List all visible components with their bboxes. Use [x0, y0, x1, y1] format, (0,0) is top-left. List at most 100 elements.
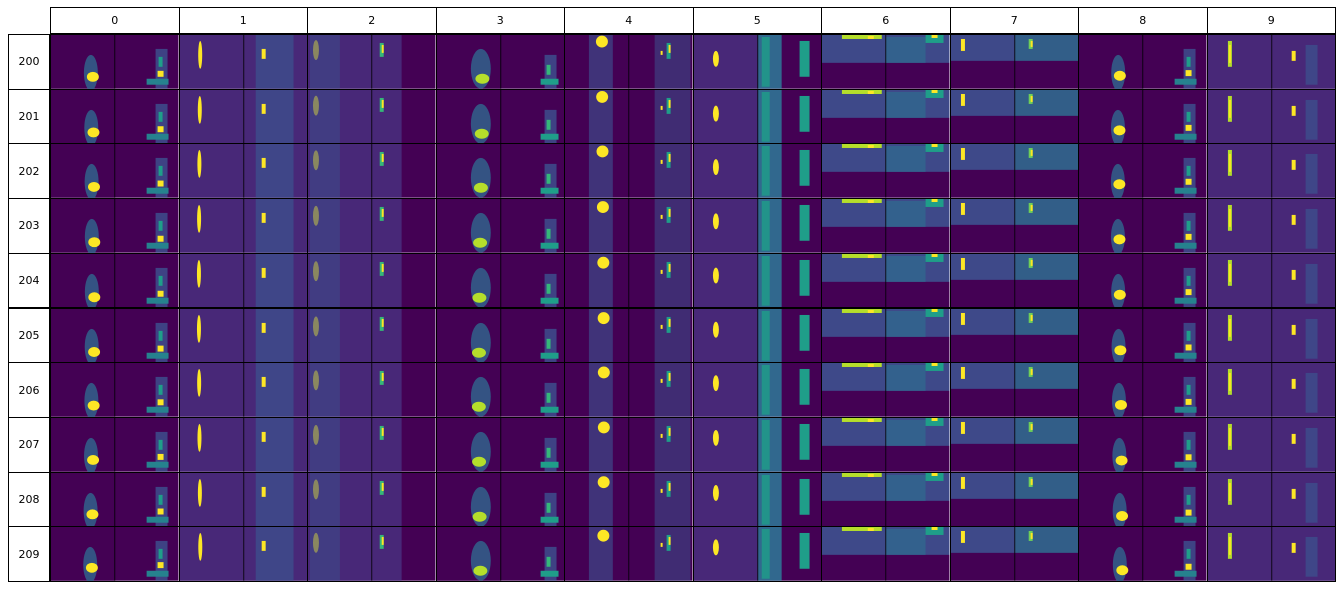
- heatmap-cell-203-5: [692, 198, 822, 254]
- heatmap-cell-203-7: [949, 198, 1079, 254]
- heatmap-blob: [712, 429, 719, 446]
- heatmap-mark: [1270, 253, 1272, 308]
- heatmap-cell-205-2: [307, 307, 437, 364]
- heatmap-mark: [931, 144, 938, 148]
- heatmap-blob: [597, 256, 610, 269]
- heatmap-mark: [1079, 253, 1143, 308]
- column-header-9: 9: [1206, 7, 1336, 34]
- heatmap-mark: [309, 308, 340, 363]
- heatmap-mark: [1142, 472, 1144, 527]
- cell-heatmap: [179, 308, 307, 363]
- cell-heatmap: [51, 35, 179, 89]
- heatmap-mark: [179, 363, 244, 417]
- heatmap-mark: [1305, 99, 1318, 140]
- heatmap-mark: [1183, 213, 1196, 253]
- heatmap-mark: [1013, 527, 1015, 581]
- cell-heatmap: [950, 253, 1078, 308]
- heatmap-cell-204-2: [307, 252, 437, 309]
- heatmap-mark: [925, 472, 944, 481]
- heatmap-mark: [756, 253, 758, 308]
- heatmap-mark: [309, 89, 340, 144]
- heatmap-mark: [146, 78, 169, 85]
- heatmap-mark: [628, 417, 630, 472]
- heatmap-mark: [960, 257, 965, 270]
- cell-heatmap: [1079, 89, 1207, 144]
- row-header-202: 202: [8, 143, 50, 200]
- cell-heatmap: [565, 253, 693, 308]
- heatmap-mark: [693, 308, 758, 363]
- heatmap-mark: [155, 541, 168, 581]
- heatmap-mark: [1185, 179, 1192, 186]
- row-header-209: 209: [8, 526, 50, 582]
- heatmap-blob: [197, 40, 202, 69]
- heatmap-mark: [381, 318, 384, 327]
- cell-heatmap: [693, 308, 821, 363]
- heatmap-mark: [114, 363, 116, 417]
- heatmap-mark: [1142, 527, 1144, 581]
- row-header-203: 203: [8, 198, 50, 254]
- heatmap-mark: [371, 35, 373, 89]
- heatmap-mark: [381, 537, 384, 546]
- heatmap-mark: [1183, 267, 1196, 308]
- cell-heatmap: [950, 144, 1078, 199]
- heatmap-mark: [654, 363, 691, 417]
- heatmap-mark: [1183, 322, 1196, 363]
- heatmap-mark: [1207, 308, 1272, 363]
- heatmap-mark: [381, 154, 384, 163]
- heatmap-mark: [1186, 549, 1191, 560]
- heatmap-mark: [1228, 373, 1231, 392]
- heatmap-mark: [1270, 144, 1272, 199]
- cell-heatmap: [51, 89, 179, 144]
- row-header-206: 206: [8, 362, 50, 418]
- heatmap-cell-209-3: [435, 526, 565, 582]
- cell-heatmap: [179, 417, 307, 472]
- heatmap-mark: [499, 472, 501, 527]
- heatmap-mark: [867, 90, 874, 94]
- cell-heatmap: [51, 363, 179, 417]
- column-header-2: 2: [307, 7, 437, 34]
- heatmap-blob: [471, 347, 486, 358]
- heatmap-mark: [540, 78, 559, 85]
- heatmap-mark: [756, 527, 758, 581]
- heatmap-cell-206-1: [178, 362, 308, 418]
- heatmap-mark: [668, 427, 671, 436]
- cell-heatmap: [179, 253, 307, 308]
- heatmap-cell-200-1: [178, 34, 308, 90]
- heatmap-cell-203-3: [435, 198, 565, 254]
- heatmap-mark: [1013, 144, 1015, 199]
- heatmap-mark: [546, 557, 551, 568]
- heatmap-mark: [1291, 324, 1296, 335]
- heatmap-mark: [146, 352, 169, 359]
- heatmap-mark: [756, 144, 758, 199]
- cell-heatmap: [565, 417, 693, 472]
- heatmap-mark: [628, 308, 630, 363]
- heatmap-mark: [1271, 472, 1335, 527]
- heatmap-blob: [712, 267, 719, 284]
- heatmap-mark: [1142, 199, 1144, 253]
- heatmap-mark: [1174, 78, 1197, 85]
- heatmap-mark: [158, 439, 163, 450]
- heatmap-cell-202-4: [564, 143, 694, 200]
- cell-heatmap: [1207, 472, 1335, 527]
- heatmap-mark: [540, 461, 559, 468]
- cell-heatmap: [436, 527, 564, 581]
- heatmap-mark: [1271, 363, 1335, 417]
- heatmap-mark: [885, 144, 887, 199]
- heatmap-mark: [693, 199, 758, 253]
- row-header-208: 208: [8, 471, 50, 528]
- heatmap-mark: [950, 417, 1015, 444]
- cell-heatmap: [1079, 527, 1207, 581]
- heatmap-cell-205-5: [692, 307, 822, 364]
- heatmap-blob: [85, 563, 98, 574]
- heatmap-mark: [1271, 417, 1335, 472]
- heatmap-mark: [1186, 385, 1191, 396]
- heatmap-mark: [146, 406, 169, 413]
- heatmap-blob: [472, 511, 487, 522]
- cell-heatmap: [179, 35, 307, 89]
- heatmap-cell-206-8: [1078, 362, 1208, 418]
- heatmap-blob: [712, 484, 719, 501]
- cell-heatmap: [565, 308, 693, 363]
- heatmap-mark: [114, 35, 116, 89]
- heatmap-cell-203-1: [178, 198, 308, 254]
- heatmap-mark: [1174, 188, 1197, 195]
